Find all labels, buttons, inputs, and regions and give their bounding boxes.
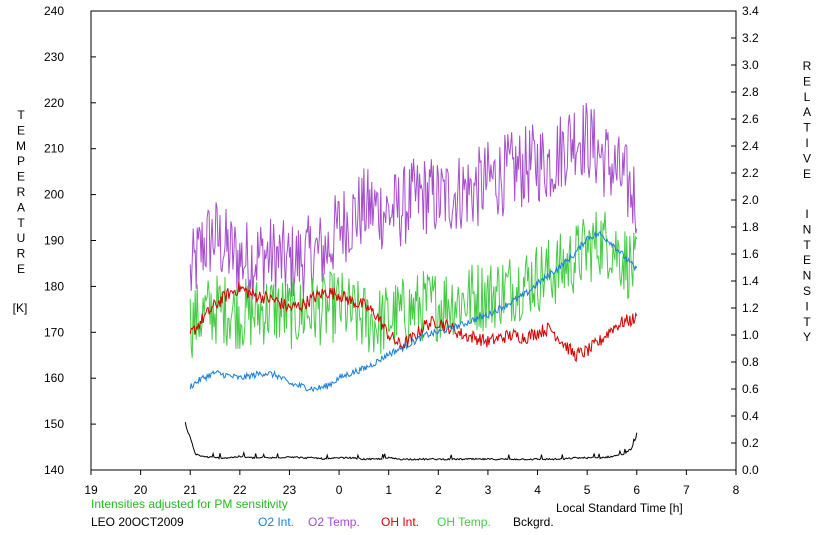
left-tick-label: 220 [44,96,64,110]
left-tick-label: 230 [44,50,64,64]
left-tick-label: 200 [44,188,64,202]
right-title-letter: T [803,238,811,252]
right-tick-label: 2.2 [742,166,759,180]
x-tick-label: 2 [435,483,442,497]
series-layer [184,102,638,461]
series-line-oh-int [189,281,638,363]
x-tick-label: 19 [84,483,98,497]
right-tick-label: 0.4 [742,409,759,423]
series-line-o2-int [189,230,638,393]
x-tick-label: 1 [385,483,392,497]
left-tick-label: 190 [44,234,64,248]
right-title-letter: E [803,253,811,267]
right-tick-label: 0.6 [742,382,759,396]
right-title-letter: N [803,222,812,236]
legend-item: OH Int. [381,515,420,529]
right-title-letter: L [804,90,811,104]
x-tick-label: 5 [584,483,591,497]
x-tick-label: 7 [683,483,690,497]
left-tick-label: 240 [44,4,64,18]
right-tick-label: 2.6 [742,112,759,126]
right-title-letter: E [803,74,811,88]
left-title-letter: E [17,123,25,137]
right-tick-label: 0.2 [742,436,759,450]
x-tick-label: 8 [733,483,740,497]
x-tick-label: 20 [134,483,148,497]
left-tick-label: 180 [44,279,64,293]
right-tick-label: 1.2 [742,301,759,315]
right-tick-label: 1.8 [742,220,759,234]
x-tick-label: 0 [336,483,343,497]
left-axis-ticks: 140 150 160 170 180 190 200 210 220 230 240 [44,4,96,477]
x-tick-label: 6 [633,483,640,497]
right-title-letter: T [803,315,811,329]
right-title-letter: T [803,121,811,135]
left-title-letter: E [17,262,25,276]
right-title-letter: I [805,207,808,221]
legend-item: OH Temp. [437,515,491,529]
left-tick-label: 160 [44,371,64,385]
sensitivity-note: Intensities adjusted for PM sensitivity [91,497,288,511]
right-tick-label: 3.0 [742,58,759,72]
x-tick-label: 3 [485,483,492,497]
right-tick-label: 2.4 [742,139,759,153]
right-axis-ticks: 0.0 0.2 0.4 0.6 0.8 1.0 1.2 1.4 1.6 1.8 2.0 2.2 2.4 2… [731,4,759,477]
left-title-letter: E [17,170,25,184]
right-tick-label: 1.6 [742,247,759,261]
left-tick-label: 170 [44,325,64,339]
right-tick-label: 2.8 [742,85,759,99]
legend-item: O2 Temp. [308,515,360,529]
left-axis-unit: [K] [13,301,28,315]
right-title-letter: Y [803,330,811,344]
x-tick-label: 22 [233,483,247,497]
left-title-letter: P [17,154,25,168]
right-tick-label: 0.0 [742,463,759,477]
x-axis-label: Local Standard Time [h] [556,501,683,515]
x-tick-label: 4 [534,483,541,497]
left-tick-label: 140 [44,463,64,477]
left-title-letter: U [17,231,26,245]
x-tick-label: 21 [184,483,198,497]
x-tick-label: 23 [283,483,297,497]
right-title-letter: E [803,167,811,181]
right-title-letter: I [805,299,808,313]
right-tick-label: 0.8 [742,355,759,369]
legend-item: O2 Int. [258,515,295,529]
right-title-letter: S [803,284,811,298]
right-title-letter: R [803,59,812,73]
left-title-letter: M [16,139,26,153]
left-title-letter: R [17,185,26,199]
station-date: LEO 20OCT2009 [91,515,184,529]
series-line-oh-temp [189,211,638,358]
right-title-letter: N [803,269,812,283]
series-line-bckgrd [184,422,638,461]
right-tick-label: 2.0 [742,193,759,207]
right-tick-label: 1.0 [742,328,759,342]
legend-item: Bckgrd. [513,515,554,529]
series-line-o2-temp [189,102,638,300]
right-tick-label: 3.2 [742,31,759,45]
plot-frame [90,10,737,471]
right-title-letter: A [803,105,811,119]
right-title-letter: V [803,151,811,165]
right-title-letter: I [805,136,808,150]
left-tick-label: 150 [44,417,64,431]
left-title-letter: R [17,247,26,261]
left-title-letter: T [17,108,25,122]
left-title-letter: T [17,216,25,230]
right-tick-label: 3.4 [742,4,759,18]
x-axis-ticks: 19 20 21 22 23 0 1 2 3 4 5 6 7 8 [84,470,740,497]
right-tick-label: 1.4 [742,274,759,288]
left-tick-label: 210 [44,142,64,156]
left-title-letter: A [17,200,25,214]
